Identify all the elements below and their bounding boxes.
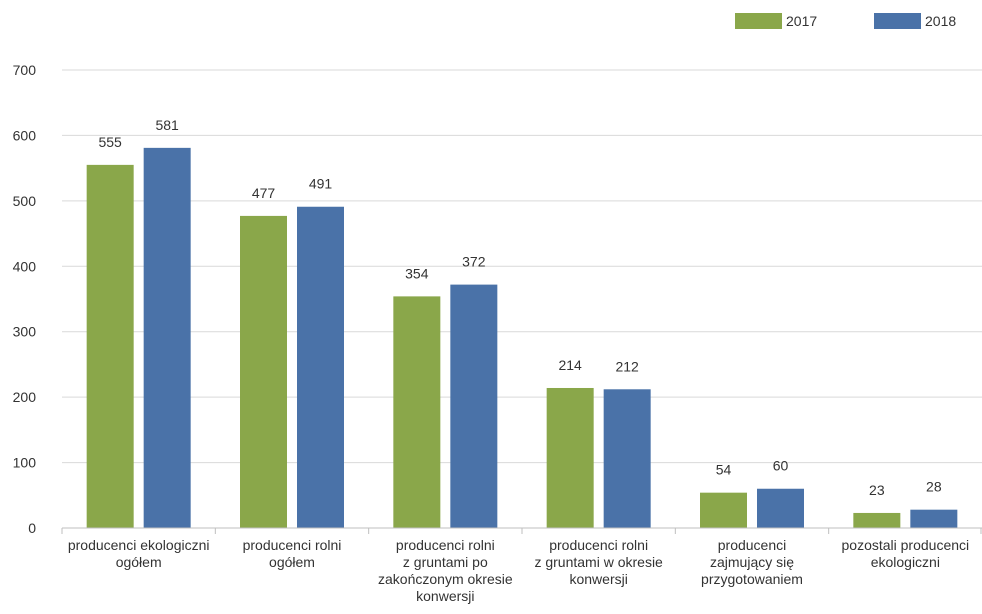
x-category-label: przygotowaniem — [701, 571, 803, 587]
x-category-label: producenci rolni — [243, 537, 342, 553]
data-label: 23 — [869, 482, 885, 498]
x-category-label: producenci rolni — [396, 537, 495, 553]
data-label: 555 — [98, 134, 122, 150]
legend-swatch-2017 — [735, 13, 782, 29]
bar-2018-4 — [757, 488, 804, 528]
data-label: 372 — [462, 254, 486, 270]
y-tick-label: 500 — [13, 193, 37, 209]
y-tick-label: 700 — [13, 62, 37, 78]
bar-2018-5 — [910, 509, 958, 528]
data-label: 214 — [558, 357, 582, 373]
data-label: 60 — [773, 458, 789, 474]
x-category-label: konwersji — [569, 571, 627, 587]
data-label: 477 — [252, 185, 276, 201]
y-tick-label: 600 — [13, 127, 37, 143]
y-tick-label: 100 — [13, 455, 37, 471]
bar-2017-4 — [700, 492, 747, 528]
gridlines — [62, 69, 982, 464]
bar-2017-2 — [393, 296, 441, 528]
bar-2017-1 — [240, 215, 287, 529]
x-category-label: producenci rolni — [549, 537, 648, 553]
x-category-label: ogółem — [269, 554, 315, 570]
data-label: 212 — [615, 358, 639, 374]
legend-swatch-2018 — [874, 13, 921, 29]
y-tick-label: 0 — [28, 520, 36, 536]
x-category-label: z gruntami w okresie — [534, 554, 663, 570]
x-category-label: pozostali producenci — [842, 537, 970, 553]
x-category-label: ogółem — [116, 554, 162, 570]
data-label: 28 — [926, 479, 942, 495]
data-label: 491 — [309, 176, 333, 192]
legend: 2017 2018 — [735, 13, 956, 29]
x-category-label: zakończonym okresie — [378, 571, 513, 587]
data-label: 354 — [405, 265, 429, 281]
bar-2018-0 — [143, 147, 191, 529]
data-labels: 555 581 477 491 354 372 214 212 54 60 23 28 — [98, 117, 941, 498]
x-category-label: producenci — [718, 537, 787, 553]
y-tick-label: 300 — [13, 324, 37, 340]
bar-2018-1 — [297, 206, 344, 528]
data-label: 581 — [155, 117, 179, 133]
bars — [86, 147, 958, 529]
data-label: 54 — [716, 462, 732, 478]
x-category-label: zajmujący się — [710, 554, 794, 570]
y-axis: 0 100 200 300 400 500 600 700 — [13, 62, 37, 536]
x-category-label: ekologiczni — [871, 554, 940, 570]
y-tick-label: 400 — [13, 258, 37, 274]
bar-2018-3 — [603, 389, 651, 528]
bar-2018-2 — [450, 284, 498, 528]
legend-label: 2017 — [786, 13, 817, 29]
x-category-label: producenci ekologiczni — [68, 537, 210, 553]
bar-2017-0 — [86, 164, 134, 528]
bar-2017-5 — [853, 512, 901, 528]
x-category-label: konwersji — [416, 588, 474, 604]
bar-2017-3 — [546, 387, 594, 528]
x-category-label: z gruntami po — [403, 554, 488, 570]
legend-label: 2018 — [925, 13, 956, 29]
y-tick-label: 200 — [13, 389, 37, 405]
